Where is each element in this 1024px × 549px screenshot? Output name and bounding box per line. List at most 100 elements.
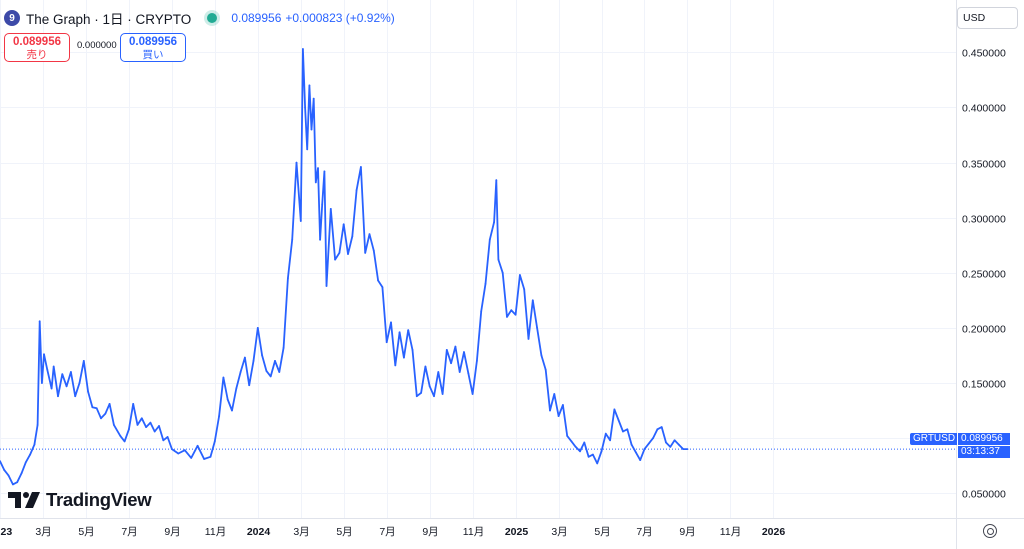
time-axis[interactable]: 2023 3月 5月 7月 9月 11月 2024 3月 5月 7月 9月 11月 2025 3月 5月 7月… [0,526,785,538]
data-point [523,288,526,291]
y-tick-label: 0.350000 [962,159,1006,171]
x-tick-label: 3月 [551,526,567,538]
data-point [613,408,616,411]
symbol-price-label: GRTUSD [910,433,957,445]
x-tick-label: 11月 [205,526,226,538]
data-point [113,424,115,426]
data-point [218,415,221,417]
data-point [338,252,341,254]
header-price-change: +0.000823 (+0.92%) [285,11,395,25]
data-point [420,392,422,394]
data-point [351,235,354,238]
data-point [256,327,259,329]
x-tick-label: 7月 [636,526,652,538]
currency-selector[interactable]: USD [957,7,1018,29]
data-point [235,387,238,390]
data-point [136,424,139,426]
graph-token-icon: 9 [4,10,20,26]
data-point [314,181,317,184]
data-point [433,395,435,398]
data-point [261,354,263,357]
bar-countdown-badge: 03:13:37 [958,446,1010,458]
data-point [377,279,379,282]
data-point [317,167,319,170]
x-tick-label: 7月 [121,526,137,538]
data-point [269,375,272,378]
market-status-dot-icon [207,13,218,23]
y-tick-label: 0.450000 [962,48,1006,60]
data-point [403,356,405,359]
data-point [50,387,53,390]
data-point [553,393,556,395]
sell-button[interactable]: 0.089956 売り [4,33,70,62]
data-point [248,384,251,387]
data-point [381,286,384,288]
x-tick-label: 5月 [78,526,94,538]
data-point [46,368,49,371]
buy-button[interactable]: 0.089956 買い [120,33,186,62]
data-point [0,460,1,463]
data-point [308,84,311,87]
symbol-header: 9 The Graph · 1日 · CRYPTO 0.089956 +0.00… [4,6,399,30]
x-tick-label: 5月 [594,526,610,538]
data-point [38,320,41,323]
data-point [686,448,689,450]
data-point [622,430,624,433]
data-point [643,448,646,450]
data-point [123,440,126,443]
x-tick-label: 2025 [505,526,529,538]
x-tick-label: 3月 [35,526,51,538]
data-point [244,356,246,359]
last-price-badge: 0.089956 [958,433,1010,445]
data-point [669,446,672,448]
data-point [78,382,81,384]
chart-settings-icon[interactable] [983,524,997,538]
data-point [368,233,371,236]
data-point [587,455,590,458]
data-point [592,453,594,456]
data-point [390,321,392,324]
price-axis[interactable]: 0.0500000.1000000.1500000.2000000.250000… [962,48,1006,501]
data-point [562,404,564,406]
data-point [488,238,491,241]
data-point [656,428,659,431]
data-point [7,474,10,477]
data-point [600,450,603,453]
data-point [321,203,324,206]
data-point [57,395,59,398]
data-point [596,462,599,465]
data-point [323,170,326,173]
data-point [108,403,111,405]
data-point [441,393,444,395]
data-point [190,457,193,459]
data-point [265,370,268,372]
data-point [510,309,513,312]
data-point [325,285,328,287]
data-point [583,441,586,444]
data-point [319,238,321,241]
data-point [372,249,375,252]
data-point [495,179,498,182]
sell-price: 0.089956 [13,36,61,48]
chart-grid [0,0,956,518]
x-tick-label: 7月 [379,526,395,538]
data-point [20,472,23,475]
data-point [41,382,43,384]
tradingview-logo[interactable]: TradingView [8,489,152,511]
symbol-title[interactable]: The Graph · 1日 · CRYPTO [26,12,192,27]
data-point [635,451,637,454]
x-tick-label: 11月 [720,526,741,538]
spread-value: 0.000000 [77,40,117,51]
data-point [609,439,611,442]
data-point [514,313,517,316]
data-point [428,385,431,388]
data-point [639,459,642,461]
data-point [29,453,31,456]
data-point [70,371,72,373]
data-point [652,437,654,439]
data-point [566,435,569,437]
buy-label: 買い [142,49,164,61]
data-point [87,390,89,393]
data-point [12,483,14,486]
